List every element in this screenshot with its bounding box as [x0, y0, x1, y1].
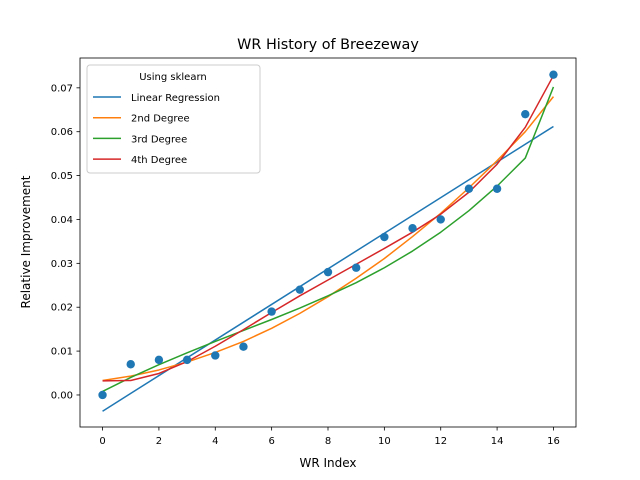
scatter-point	[154, 355, 164, 365]
legend-label: 4th Degree	[131, 155, 187, 166]
scatter-point	[380, 232, 389, 242]
scatter-point	[239, 342, 248, 351]
legend-label: 2nd Degree	[131, 114, 190, 125]
axes-frame	[79, 57, 577, 428]
scatter-point	[492, 184, 502, 193]
scatter-point	[267, 307, 276, 316]
x-tick-label: 16	[547, 436, 560, 447]
x-tick-label: 2	[156, 436, 162, 447]
x-tick-label: 12	[434, 436, 447, 447]
scatter-point	[126, 360, 135, 369]
scatter-point	[521, 109, 530, 119]
y-axis-label: Relative Improvement	[19, 175, 33, 308]
series-line-4th-degree	[102, 75, 555, 382]
x-axis-label: WR Index	[299, 456, 356, 470]
y-tick-label: 0.07	[51, 83, 73, 94]
legend-box	[86, 64, 261, 174]
scatter-point	[98, 390, 107, 400]
scatter-point	[464, 184, 474, 193]
legend: Using sklearn Linear Regression 2nd Degree…	[86, 64, 261, 174]
x-tick-label: 4	[212, 436, 218, 447]
y-tick-label: 0.01	[51, 347, 73, 358]
legend-title: Using sklearn	[139, 72, 207, 83]
y-tick-label: 0.02	[51, 303, 73, 314]
y-tick-label: 0.03	[51, 259, 73, 270]
x-tick-label: 0	[99, 436, 105, 447]
x-tick-label: 6	[268, 436, 274, 447]
scatter-point	[436, 215, 445, 224]
scatter-point	[323, 267, 333, 277]
y-tick-label: 0.06	[51, 127, 73, 138]
plot-area: 0 2 4 6 8 10 12 14 16 0.00 0.01 0.02 0.03 0.04 0.05 0.0…	[51, 57, 577, 447]
legend-label: 3rd Degree	[131, 134, 187, 145]
scatter-point	[408, 224, 417, 233]
legend-label: Linear Regression	[131, 93, 220, 104]
x-tick-label: 14	[491, 436, 504, 447]
chart-title: WR History of Breezeway	[237, 37, 419, 53]
scatter-point	[211, 351, 220, 360]
y-tick-label: 0.05	[51, 171, 73, 182]
series-line-3rd-degree	[102, 86, 555, 393]
scatter-point	[295, 285, 305, 294]
y-tick-label: 0.04	[51, 215, 73, 226]
x-tick-label: 10	[378, 436, 391, 447]
scatter-point	[182, 355, 192, 365]
y-tick-label: 0.00	[51, 390, 73, 401]
series-line-2nd-degree	[102, 96, 555, 382]
scatter-point	[549, 70, 558, 79]
x-tick-label: 8	[325, 436, 331, 447]
scatter-point	[351, 263, 361, 272]
